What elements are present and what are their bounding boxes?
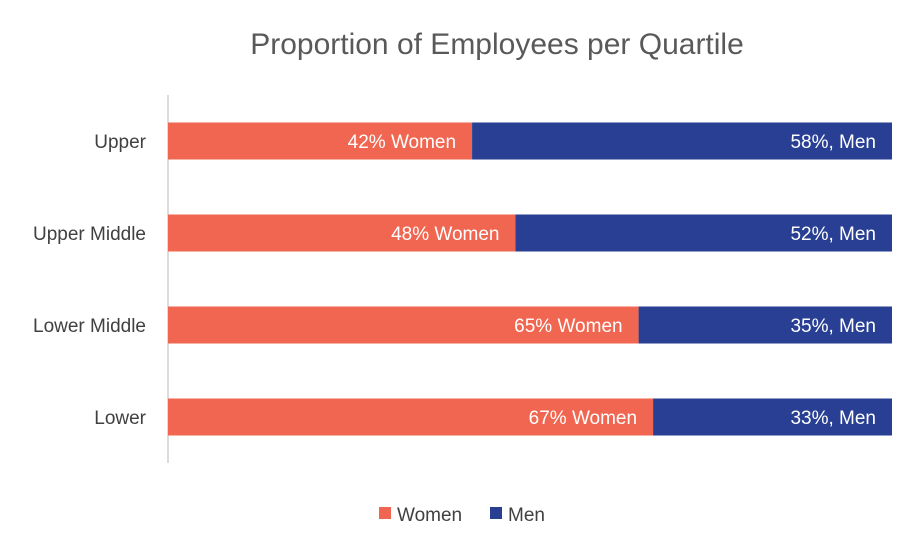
category-label: Lower: [94, 408, 146, 429]
bar-men-lower: [653, 398, 892, 436]
bar-men-upper-middle: [515, 214, 892, 252]
data-label-men: 33%, Men: [790, 408, 876, 429]
legend-swatch-men: [490, 507, 502, 519]
data-label-women: 65% Women: [514, 316, 622, 337]
data-label-men: 58%, Men: [790, 132, 876, 153]
data-label-men: 35%, Men: [790, 316, 876, 337]
legend: Women Men: [379, 505, 545, 526]
category-label: Upper: [94, 132, 146, 153]
data-label-women: 42% Women: [348, 132, 456, 153]
bar-men-lower-middle: [638, 306, 892, 344]
category-label: Lower Middle: [33, 316, 146, 337]
legend-label-men: Men: [508, 505, 545, 526]
bar-women-upper-middle: [168, 214, 516, 252]
bar-women-lower-middle: [168, 306, 639, 344]
bar-women-upper: [168, 122, 473, 160]
bar-women-lower: [168, 398, 654, 436]
data-label-men: 52%, Men: [790, 224, 876, 245]
legend-swatch-women: [379, 507, 391, 519]
chart-title: Proportion of Employees per Quartile: [250, 28, 744, 61]
legend-label-women: Women: [397, 505, 462, 526]
data-label-women: 67% Women: [529, 408, 637, 429]
bar-men-upper: [472, 122, 892, 160]
data-label-women: 48% Women: [391, 224, 499, 245]
category-label: Upper Middle: [33, 224, 146, 245]
